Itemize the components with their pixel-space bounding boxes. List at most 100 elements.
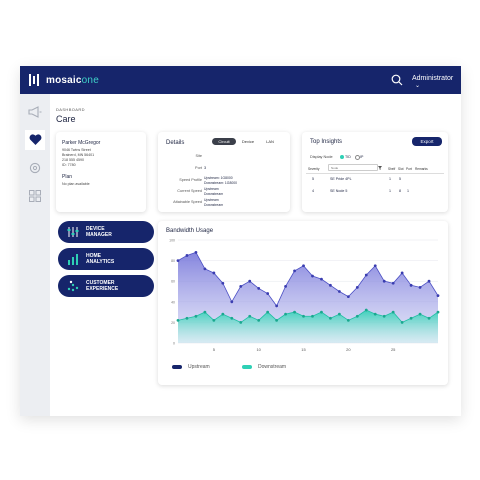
- cell-severity: 4: [312, 189, 314, 193]
- search-icon[interactable]: [391, 74, 403, 86]
- legend-swatch-downstream: [242, 365, 252, 369]
- downstream-point: [382, 314, 386, 318]
- detail-label-port: Port: [195, 166, 202, 170]
- home-analytics-button[interactable]: HOME ANALYTICS: [58, 248, 154, 270]
- device-manager-button[interactable]: DEVICE MANAGER: [58, 221, 154, 243]
- detail-label-speed-profile: Speed Profile: [179, 178, 202, 182]
- legend-downstream[interactable]: Downstream: [242, 364, 286, 370]
- detail-value-attainable-up: Upstream: [204, 198, 219, 202]
- tab-circuit[interactable]: Circuit: [212, 138, 236, 145]
- bar-chart-icon: [68, 254, 78, 265]
- details-card: Details Circuit Device LAN Site Port 3 S…: [158, 132, 290, 212]
- upstream-point: [212, 271, 216, 275]
- detail-value-current-down: Downstream: [204, 191, 224, 196]
- user-menu[interactable]: Administrator⌄: [412, 75, 461, 89]
- upstream-point: [364, 273, 368, 277]
- downstream-point: [373, 312, 377, 316]
- downstream-point: [311, 314, 314, 318]
- radio-ip-label: IP: [360, 155, 364, 159]
- downstream-point: [248, 314, 252, 318]
- downstream-point: [230, 316, 234, 320]
- downstream-point: [194, 314, 198, 318]
- detail-label-attainable-speed: Attainable Speed: [173, 200, 202, 204]
- upstream-point: [185, 254, 189, 257]
- detail-value-port: 3: [204, 166, 207, 170]
- sidebar-item-campaigns[interactable]: [25, 102, 45, 122]
- col-shelf: Shelf: [388, 167, 396, 171]
- upstream-point: [194, 250, 198, 254]
- upstream-point: [337, 290, 341, 293]
- table-row[interactable]: 5 SE Pride 4PL 1 5: [302, 176, 448, 184]
- details-title: Details: [166, 140, 185, 146]
- node-filter-input[interactable]: [328, 164, 378, 171]
- tab-lan[interactable]: LAN: [266, 139, 274, 144]
- sidebar-item-settings[interactable]: [25, 158, 45, 178]
- y-tick-label: 20: [171, 321, 175, 325]
- address-line-2: Brainerd, MN 56401: [62, 153, 95, 157]
- customer-experience-button[interactable]: CUSTOMER EXPERIENCE: [58, 275, 154, 297]
- upstream-point: [257, 287, 261, 290]
- upstream-point: [355, 285, 359, 289]
- upstream-point: [266, 292, 270, 295]
- table-row[interactable]: 4 SE Node 5 1 8 1: [302, 188, 448, 196]
- filter-icon[interactable]: [378, 166, 382, 170]
- downstream-point: [275, 318, 279, 322]
- app-window: mosaic one Administrator⌄: [20, 66, 461, 416]
- upstream-point: [400, 271, 404, 275]
- col-slot: Slot: [398, 167, 404, 171]
- y-tick-label: 100: [169, 239, 175, 243]
- y-tick-label: 40: [171, 300, 175, 304]
- x-tick-label: 5: [213, 347, 216, 352]
- sliders-icon: [67, 227, 79, 237]
- top-bar: mosaic one Administrator⌄: [20, 66, 461, 94]
- downstream-line: [177, 309, 439, 323]
- tab-device[interactable]: Device: [241, 139, 255, 144]
- downstream-point: [337, 312, 341, 316]
- cell-slot: 5: [399, 177, 401, 181]
- table-divider: [306, 173, 444, 174]
- sidebar-item-apps[interactable]: [25, 186, 45, 206]
- cell-severity: 5: [312, 177, 314, 181]
- export-button[interactable]: Export: [412, 137, 442, 146]
- dots-icon: [67, 280, 79, 292]
- detail-value-attainable-down: Downstream: [204, 202, 224, 207]
- upstream-point: [427, 279, 431, 283]
- sidebar-item-care[interactable]: [25, 130, 45, 150]
- radio-tid[interactable]: [340, 154, 344, 159]
- col-port: Port: [406, 167, 412, 171]
- breadcrumb[interactable]: DASHBOARD: [56, 107, 85, 112]
- downstream-point: [355, 314, 359, 318]
- radio-ip[interactable]: [355, 154, 360, 160]
- y-tick-label: 0: [173, 342, 175, 346]
- upstream-point: [239, 284, 243, 288]
- downstream-point: [400, 321, 404, 324]
- detail-label-current-speed: Current Speed: [177, 189, 202, 193]
- bandwidth-card: Bandwidth Usage 100 80 60 40 20 0 5 10 15 20 25 Up…: [158, 221, 448, 385]
- insights-card: Top Insights Export Display Node TID IP …: [302, 132, 448, 212]
- cell-slot: 8: [399, 189, 401, 193]
- detail-value-current-up: Upstream: [204, 187, 219, 191]
- downstream-point: [212, 318, 216, 322]
- upstream-point: [391, 281, 395, 285]
- x-tick-label: 25: [391, 347, 396, 352]
- plan-value: No plan available: [62, 182, 90, 186]
- detail-label-site: Site: [195, 154, 202, 158]
- cell-port: 1: [407, 189, 409, 193]
- brand-logo[interactable]: mosaic one: [28, 73, 99, 87]
- bandwidth-chart: 100 80 60 40 20 0 5 10 15 20 25: [169, 239, 440, 352]
- legend-label-upstream: Upstream: [188, 364, 210, 370]
- customer-experience-label-2: EXPERIENCE: [86, 286, 119, 292]
- megaphone-icon: [28, 106, 42, 118]
- home-analytics-label-1: HOME: [86, 253, 101, 259]
- device-manager-label-2: MANAGER: [86, 232, 112, 238]
- subscriber-name: Parker McGregor: [62, 140, 101, 146]
- chevron-down-icon: ⌄: [415, 83, 421, 89]
- subscriber-card: Parker McGregor 9046 Twins Street Braine…: [56, 132, 146, 212]
- downstream-point: [266, 310, 270, 314]
- legend-upstream[interactable]: Upstream: [172, 364, 210, 370]
- downstream-point: [302, 314, 305, 318]
- downstream-point: [293, 310, 296, 314]
- upstream-point: [436, 294, 440, 298]
- downstream-point: [320, 310, 323, 314]
- brand-name: mosaic: [46, 74, 82, 86]
